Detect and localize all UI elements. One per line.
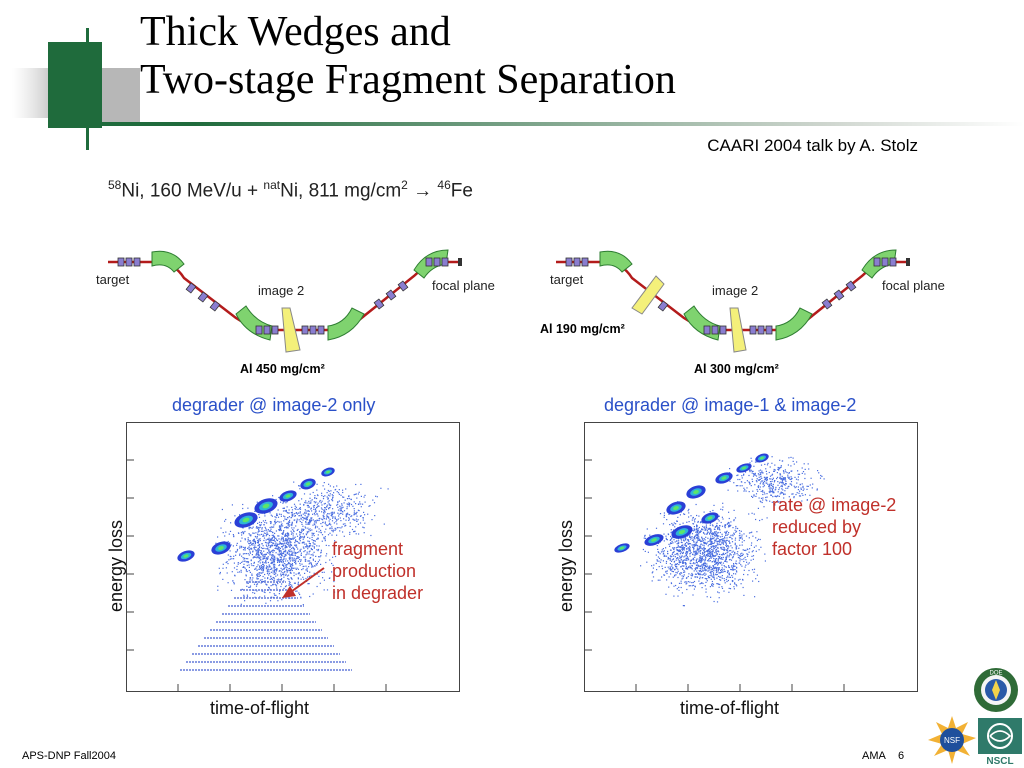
page-number: 6 xyxy=(898,750,905,762)
target-mass: nat xyxy=(263,178,281,192)
right-degrader-1-label: Al 190 mg/cm² xyxy=(540,322,625,336)
right-degrader-2-label: Al 300 mg/cm² xyxy=(694,362,779,376)
left-dipole-1 xyxy=(151,250,185,273)
left-image-label: image 2 xyxy=(258,283,305,298)
right-focal-plane-marker xyxy=(906,258,910,266)
right-separator-diagram xyxy=(556,249,910,353)
corner-decoration xyxy=(12,0,140,150)
right-wedge-degrader-2 xyxy=(729,307,747,353)
left-annotation: fragment production in degrader xyxy=(332,538,423,604)
doe-logo: DOE xyxy=(974,668,1018,712)
right-annotation-line-2: reduced by xyxy=(772,517,862,537)
left-target-label: target xyxy=(96,272,130,287)
right-wedge-degrader-1 xyxy=(631,275,665,315)
right-dipole-2 xyxy=(683,305,721,341)
right-plot-title: degrader @ image-1 & image-2 xyxy=(604,395,857,415)
right-quadrupoles xyxy=(565,257,897,335)
right-dipole-1 xyxy=(599,250,633,273)
doe-logo-text: DOE xyxy=(989,671,1002,677)
title-underline xyxy=(48,122,1024,126)
footer-left: APS-DNP Fall2004 xyxy=(22,750,116,762)
nscl-logo-text: NSCL xyxy=(986,756,1013,766)
right-ylabel: energy loss xyxy=(556,519,576,612)
right-xlabel: time-of-flight xyxy=(680,698,780,718)
right-dipole-3 xyxy=(775,307,813,341)
footer-ama: AMA xyxy=(862,750,886,762)
left-plot-title: degrader @ image-2 only xyxy=(172,395,376,415)
left-dipole-3 xyxy=(327,307,365,341)
nsf-logo: NSF xyxy=(928,716,976,764)
product-mass: 46 xyxy=(437,178,451,192)
left-focal-label: focal plane xyxy=(432,278,495,293)
nscl-logo: NSCL xyxy=(978,718,1022,766)
left-focal-plane-marker xyxy=(458,258,462,266)
reaction-arrow: → xyxy=(407,180,438,202)
left-annotation-line-1: fragment xyxy=(332,539,404,559)
right-focal-label: focal plane xyxy=(882,278,945,293)
projectile-mass: 58 xyxy=(108,178,122,192)
left-annotation-line-3: in degrader xyxy=(332,583,424,603)
right-scatter-plot xyxy=(584,422,918,692)
projectile-text: Ni, 160 MeV/u + xyxy=(121,180,264,202)
left-dipole-2 xyxy=(235,305,273,341)
left-quadrupoles xyxy=(117,257,449,335)
credit-text: CAARI 2004 talk by A. Stolz xyxy=(707,136,918,155)
left-magnets xyxy=(151,249,449,341)
reaction-equation: 58Ni, 160 MeV/u + natNi, 811 mg/cm2 → 46… xyxy=(108,178,473,202)
left-scatter-plot xyxy=(126,422,460,692)
target-text: Ni, 811 mg/cm xyxy=(280,180,402,202)
nsf-logo-text: NSF xyxy=(944,736,960,745)
right-image-label: image 2 xyxy=(712,283,759,298)
product-text: Fe xyxy=(450,180,473,202)
annotation-arrow xyxy=(282,567,325,598)
title-line-2: Two-stage Fragment Separation xyxy=(140,57,676,103)
left-degrader-label: Al 450 mg/cm² xyxy=(240,362,325,376)
right-annotation: rate @ image-2 reduced by factor 100 xyxy=(772,494,896,560)
thickness-exponent: 2 xyxy=(401,178,408,192)
slide-title: Thick Wedges and Two-stage Fragment Sepa… xyxy=(140,8,676,104)
left-ylabel: energy loss xyxy=(106,519,126,612)
left-separator-diagram xyxy=(108,249,462,353)
right-annotation-line-1: rate @ image-2 xyxy=(772,495,897,515)
right-annotation-line-3: factor 100 xyxy=(772,539,853,559)
right-target-label: target xyxy=(550,272,584,287)
left-wedge-degrader xyxy=(281,307,301,353)
left-xlabel: time-of-flight xyxy=(210,698,310,718)
title-line-1: Thick Wedges and xyxy=(140,9,451,55)
left-annotation-line-2: production xyxy=(332,561,417,581)
